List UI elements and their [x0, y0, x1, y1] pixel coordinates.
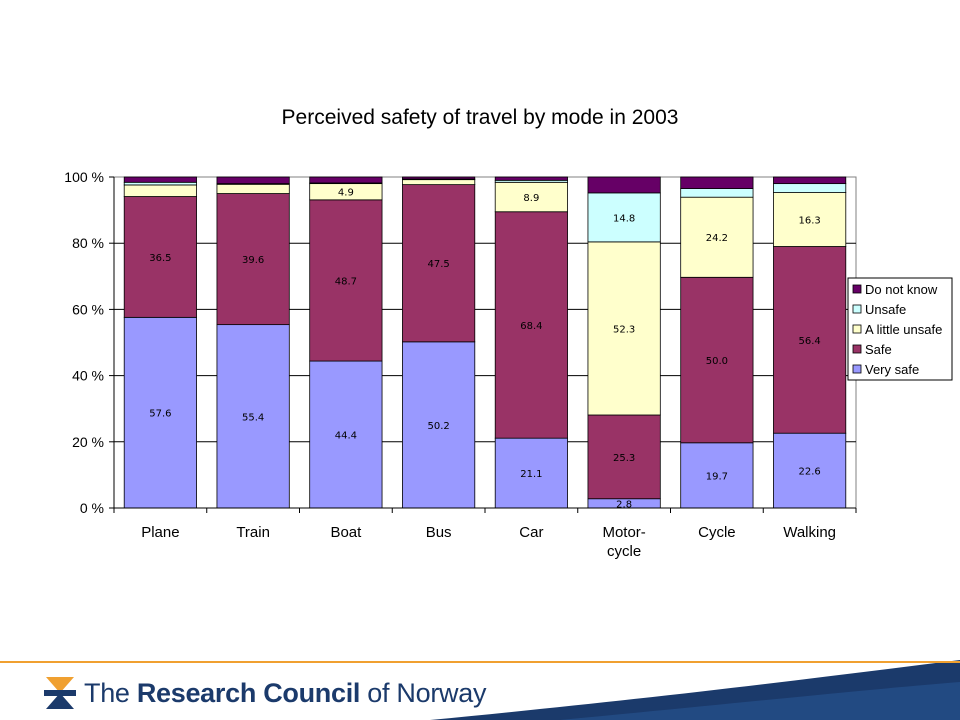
footer-divider	[0, 661, 960, 663]
bar-segment	[773, 246, 847, 434]
legend-label: Very safe	[865, 362, 919, 377]
x-tick-label: Bus	[426, 524, 452, 541]
legend-label: Unsafe	[865, 302, 906, 317]
footer-swoosh	[430, 660, 960, 720]
bar-segment	[402, 179, 476, 186]
bar-segment	[680, 176, 754, 189]
bar-segment	[680, 188, 754, 198]
data-label: 22.6	[798, 467, 820, 478]
x-tick-label: Walking	[783, 524, 836, 541]
y-tick-label: 80 %	[72, 235, 104, 251]
bar-segment	[587, 192, 661, 243]
brand-name-bold: Research Council	[136, 677, 361, 708]
data-label: 21.1	[520, 469, 542, 480]
legend-label: Do not know	[865, 282, 938, 297]
x-axis: Plane Train Boat Bus Car Motor-cycle Cycle Walk…	[113, 507, 857, 560]
legend: Do not know Unsafe A little unsafe Safe Very…	[847, 277, 953, 381]
y-tick-label: 0 %	[80, 500, 104, 516]
x-tick-label: Train	[236, 524, 270, 541]
brand-name-pre: The	[84, 677, 137, 708]
data-label: 2.8	[616, 499, 632, 510]
data-label: 14.8	[613, 213, 635, 224]
bar-segment	[773, 183, 847, 193]
bar-segment	[216, 193, 290, 326]
x-tick-label: Plane	[141, 524, 179, 541]
bar-segment	[123, 196, 197, 318]
bar-segment	[216, 183, 290, 194]
bar-segment	[587, 176, 661, 194]
legend-swatch	[852, 344, 862, 354]
bar-segment	[123, 316, 197, 509]
bar-segment	[402, 176, 476, 180]
data-label: 16.3	[798, 216, 820, 227]
data-label: 52.3	[613, 324, 635, 335]
bar-segment	[123, 184, 197, 197]
legend-box	[847, 277, 953, 381]
bar-segment	[216, 324, 290, 509]
data-label: 39.6	[242, 255, 264, 266]
bar-segment	[402, 184, 476, 343]
data-label: 24.2	[706, 233, 728, 244]
bar-segment	[494, 437, 568, 509]
data-label: 4.9	[338, 188, 354, 199]
legend-swatch	[852, 304, 862, 314]
brand-logo: The Research Council of Norway	[44, 674, 486, 712]
legend-swatch	[852, 284, 862, 294]
data-label: 50.2	[427, 421, 449, 432]
data-label: 57.6	[149, 409, 171, 420]
bar-segment	[680, 196, 754, 278]
data-label: 50.0	[706, 356, 728, 367]
x-tick-label: Boat	[330, 524, 362, 541]
data-label: 56.4	[798, 336, 820, 347]
y-tick-label: 20 %	[72, 434, 104, 450]
data-label: 47.5	[427, 259, 449, 270]
legend-swatch	[852, 324, 862, 334]
bar-segment	[402, 341, 476, 509]
bar-segment	[773, 192, 847, 247]
data-label: 36.5	[149, 253, 171, 264]
bar-segment	[216, 176, 290, 185]
x-tick-label: Cycle	[698, 524, 736, 541]
chart-title: Perceived safety of travel by mode in 20…	[282, 106, 679, 129]
data-label: 19.7	[706, 471, 728, 482]
x-tick-label: Motor-	[602, 524, 645, 541]
bar-segment	[309, 360, 383, 509]
data-label: 68.4	[520, 321, 542, 332]
bar-segment	[309, 199, 383, 362]
data-label: 44.4	[335, 431, 357, 442]
bar-segment	[494, 211, 568, 439]
bar-segment	[773, 176, 847, 185]
legend-label: Safe	[865, 342, 892, 357]
bar-segment	[680, 442, 754, 509]
bars: 57.6 36.5 55.4 39.6 44.4 48.7 4.9 50.2 47.5 21.1 6…	[123, 176, 847, 510]
bar-segment	[587, 414, 661, 500]
bar-segment	[773, 432, 847, 509]
y-tick-label: 40 %	[72, 368, 104, 384]
footer	[0, 660, 960, 720]
y-tick-label: 60 %	[72, 301, 104, 317]
x-tick-label: Car	[519, 524, 543, 541]
y-tick-label: 100 %	[64, 169, 104, 185]
data-label: 25.3	[613, 453, 635, 464]
brand-name-post: of Norway	[360, 677, 487, 708]
legend-swatch	[852, 364, 862, 374]
bar-segment	[587, 241, 661, 416]
legend-label: A little unsafe	[865, 322, 942, 337]
brand-name: The Research Council of Norway	[84, 678, 486, 709]
x-tick-label: cycle	[607, 543, 641, 560]
logo-icon	[44, 677, 76, 709]
data-label: 48.7	[335, 276, 357, 287]
y-axis: 0 % 20 % 40 % 60 % 80 % 100 %	[64, 169, 115, 516]
bar-segment	[494, 176, 568, 181]
bar-segment	[309, 176, 383, 184]
bar-segment	[123, 176, 197, 183]
data-label: 55.4	[242, 412, 264, 423]
data-label: 8.9	[523, 193, 539, 204]
